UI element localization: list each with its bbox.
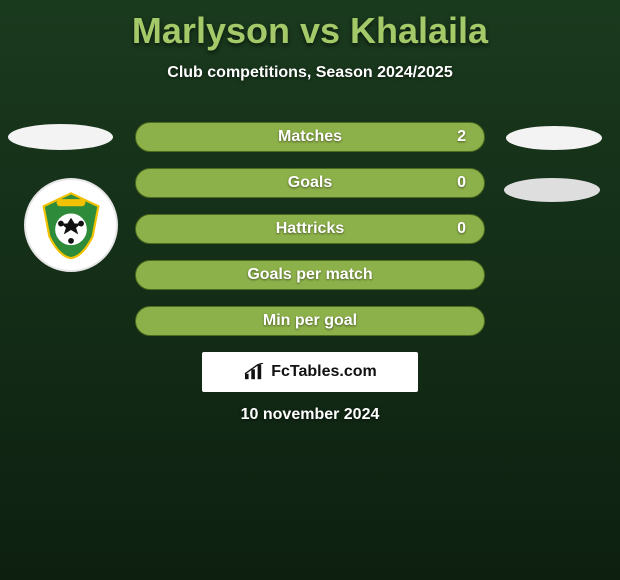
page-title: Marlyson vs Khalaila (0, 0, 620, 52)
club-left-logo (24, 178, 118, 272)
club-right-placeholder (504, 178, 600, 202)
player-right-placeholder (506, 126, 602, 150)
branding-text: FcTables.com (271, 363, 377, 381)
footer-date: 10 november 2024 (0, 406, 620, 424)
stat-label: Matches (278, 128, 342, 146)
stat-value: 2 (457, 128, 466, 146)
stat-row-hattricks: Hattricks 0 (135, 214, 485, 244)
stat-row-goals: Goals 0 (135, 168, 485, 198)
season-subtitle: Club competitions, Season 2024/2025 (0, 64, 620, 82)
stat-value: 0 (457, 174, 466, 192)
stat-label: Hattricks (276, 220, 344, 238)
player-left-placeholder (8, 124, 113, 150)
stat-value: 0 (457, 220, 466, 238)
fctables-branding: FcTables.com (202, 352, 418, 392)
stat-label: Goals per match (247, 266, 372, 284)
stat-row-min-per-goal: Min per goal (135, 306, 485, 336)
vorskla-crest-icon (35, 189, 107, 261)
stat-label: Goals (288, 174, 332, 192)
bar-chart-icon (243, 363, 265, 381)
stat-row-matches: Matches 2 (135, 122, 485, 152)
stat-row-goals-per-match: Goals per match (135, 260, 485, 290)
stat-label: Min per goal (263, 312, 357, 330)
